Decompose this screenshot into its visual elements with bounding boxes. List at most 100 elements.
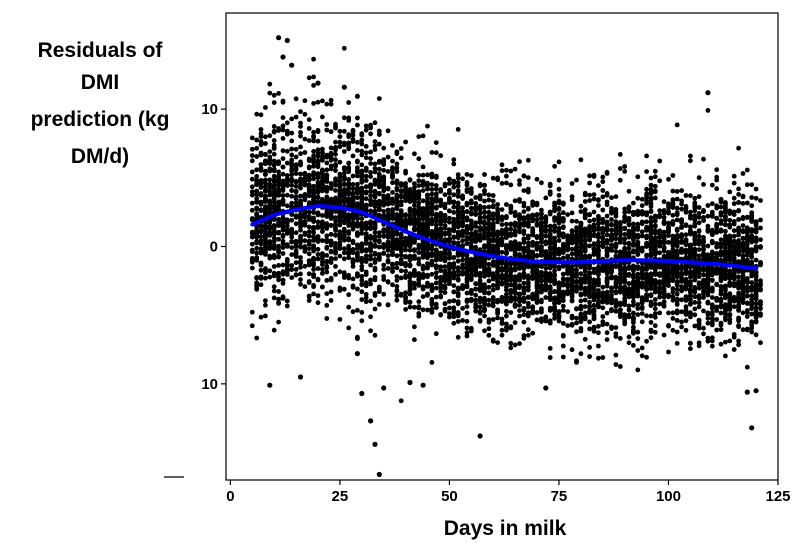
scatter-point	[416, 277, 422, 283]
scatter-point	[412, 256, 417, 261]
scatter-point	[447, 219, 452, 225]
scatter-point	[552, 277, 557, 283]
scatter-point	[289, 166, 295, 172]
scatter-point	[504, 327, 509, 333]
scatter-point	[271, 295, 277, 301]
scatter-point	[552, 163, 557, 169]
scatter-point	[674, 217, 680, 223]
scatter-point	[315, 300, 321, 306]
scatter-point	[381, 195, 387, 200]
scatter-point	[525, 213, 531, 219]
scatter-point	[359, 162, 365, 168]
scatter-point	[508, 310, 514, 315]
scatter-point	[574, 360, 579, 365]
scatter-point	[412, 181, 417, 187]
scatter-point	[390, 190, 395, 195]
scatter-point	[604, 337, 610, 342]
scatter-point	[311, 176, 316, 182]
scatter-point	[521, 280, 527, 286]
scatter-point	[626, 303, 632, 309]
scatter-point	[460, 253, 465, 258]
scatter-point	[679, 206, 684, 212]
scatter-point	[587, 243, 592, 249]
scatter-point	[398, 189, 404, 194]
scatter-point	[390, 282, 395, 288]
scatter-point	[368, 298, 373, 304]
scatter-point	[604, 239, 610, 245]
scatter-point	[539, 220, 544, 225]
scatter-point	[473, 220, 479, 226]
scatter-point	[701, 325, 706, 331]
scatter-point	[403, 170, 408, 176]
scatter-point	[744, 215, 750, 220]
scatter-point	[372, 204, 378, 209]
scatter-point	[758, 280, 763, 286]
scatter-point	[372, 291, 378, 296]
scatter-point	[429, 196, 435, 202]
scatter-point	[341, 194, 347, 200]
scatter-point	[740, 257, 746, 263]
scatter-point	[298, 215, 303, 221]
scatter-point	[504, 215, 509, 221]
scatter-point	[749, 195, 755, 200]
scatter-point	[328, 211, 334, 217]
scatter-point	[679, 201, 684, 207]
scatter-point	[569, 347, 575, 353]
scatter-point	[705, 243, 711, 249]
scatter-point	[249, 176, 255, 182]
scatter-point	[473, 201, 479, 206]
scatter-point	[736, 338, 741, 344]
scatter-point	[350, 127, 356, 133]
scatter-point	[596, 343, 601, 349]
scatter-point	[504, 226, 509, 232]
scatter-point	[617, 177, 623, 183]
scatter-point	[355, 272, 360, 278]
scatter-point	[394, 161, 400, 167]
scatter-point	[455, 126, 461, 132]
scatter-point	[473, 207, 479, 213]
scatter-point	[416, 304, 422, 310]
scatter-point	[552, 216, 557, 222]
scatter-point	[328, 184, 334, 190]
scatter-point	[482, 183, 487, 188]
scatter-point	[289, 212, 295, 217]
scatter-point	[324, 259, 330, 265]
scatter-point	[622, 265, 628, 271]
scatter-point	[376, 191, 382, 197]
scatter-point	[328, 289, 334, 295]
scatter-point	[749, 325, 755, 331]
scatter-point	[447, 252, 452, 258]
scatter-point	[293, 179, 299, 185]
scatter-point	[696, 304, 702, 310]
scatter-point	[539, 224, 544, 230]
scatter-point	[350, 257, 356, 262]
scatter-point	[258, 228, 264, 234]
scatter-point	[263, 298, 268, 304]
scatter-point	[604, 295, 610, 301]
scatter-point	[254, 227, 260, 233]
scatter-point	[578, 157, 584, 163]
scatter-point	[320, 172, 325, 177]
scatter-point	[626, 231, 632, 237]
scatter-point	[341, 233, 347, 238]
scatter-point	[425, 252, 430, 258]
scatter-point	[736, 299, 741, 304]
scatter-point	[394, 284, 400, 289]
scatter-point	[359, 297, 365, 302]
scatter-point	[517, 229, 522, 235]
scatter-point	[302, 170, 308, 176]
scatter-point	[355, 231, 360, 237]
scatter-point	[486, 192, 492, 198]
scatter-point	[293, 162, 299, 168]
scatter-point	[657, 250, 663, 256]
scatter-point	[635, 312, 641, 317]
scatter-point	[631, 221, 636, 227]
scatter-point	[652, 188, 658, 194]
scatter-point	[315, 194, 321, 200]
scatter-point	[276, 182, 281, 188]
scatter-point	[249, 189, 255, 195]
scatter-point	[718, 296, 724, 302]
scatter-point	[263, 266, 268, 271]
scatter-point	[517, 266, 522, 271]
scatter-point	[284, 263, 290, 268]
